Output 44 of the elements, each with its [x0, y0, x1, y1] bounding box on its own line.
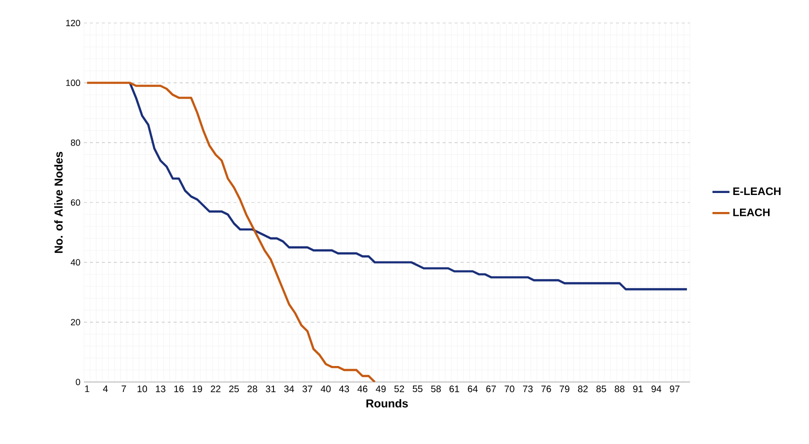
x-tick-label: 37: [302, 386, 312, 392]
x-tick-label: 79: [560, 386, 570, 392]
y-tick-label: 60: [70, 199, 80, 206]
x-tick-label: 82: [578, 386, 588, 392]
y-tick-label: 100: [66, 80, 80, 86]
y-tick-label: 40: [70, 259, 80, 266]
x-axis-title: Rounds: [366, 399, 408, 408]
y-tick-label: 120: [66, 20, 80, 26]
x-tick-label: 85: [596, 386, 606, 392]
x-tick-label: 34: [284, 386, 294, 392]
y-tick-label: 80: [70, 139, 80, 146]
x-tick-label: 88: [614, 386, 624, 392]
x-tick-label: 22: [210, 386, 220, 392]
x-tick-label: 91: [633, 386, 643, 392]
x-tick-label: 70: [504, 386, 514, 392]
x-tick-label: 43: [339, 386, 349, 392]
x-tick-label: 76: [541, 386, 551, 392]
x-tick-label: 7: [122, 386, 126, 392]
legend-label: E-LEACH: [733, 187, 781, 196]
x-tick-label: 64: [468, 386, 478, 392]
x-tick-label: 19: [192, 386, 202, 392]
x-tick-label: 1: [85, 386, 90, 392]
x-tick-label: 10: [138, 386, 148, 392]
x-tick-label: 61: [450, 386, 460, 392]
y-tick-label: 0: [76, 378, 80, 386]
x-tick-label: 46: [357, 386, 368, 392]
legend-label: LEACH: [733, 208, 770, 216]
x-tick-label: 58: [431, 386, 441, 392]
x-tick-label: 13: [156, 386, 166, 392]
x-tick-label: 40: [320, 386, 331, 392]
y-tick-label: 20: [70, 318, 80, 326]
x-tick-label: 4: [103, 386, 108, 392]
x-tick-label: 28: [248, 386, 258, 392]
x-tick-label: 55: [412, 386, 422, 392]
x-tick-label: 25: [229, 386, 239, 392]
x-tick-label: 94: [652, 386, 662, 392]
x-tick-label: 52: [394, 386, 404, 392]
y-axis-title: No. of Alive Nodes: [54, 152, 63, 253]
x-tick-label: 16: [174, 386, 184, 392]
x-tick-label: 49: [376, 386, 386, 392]
x-tick-label: 67: [486, 386, 496, 392]
x-tick-label: 73: [523, 386, 533, 392]
x-tick-label: 31: [266, 386, 276, 392]
x-tick-label: 97: [670, 386, 680, 392]
